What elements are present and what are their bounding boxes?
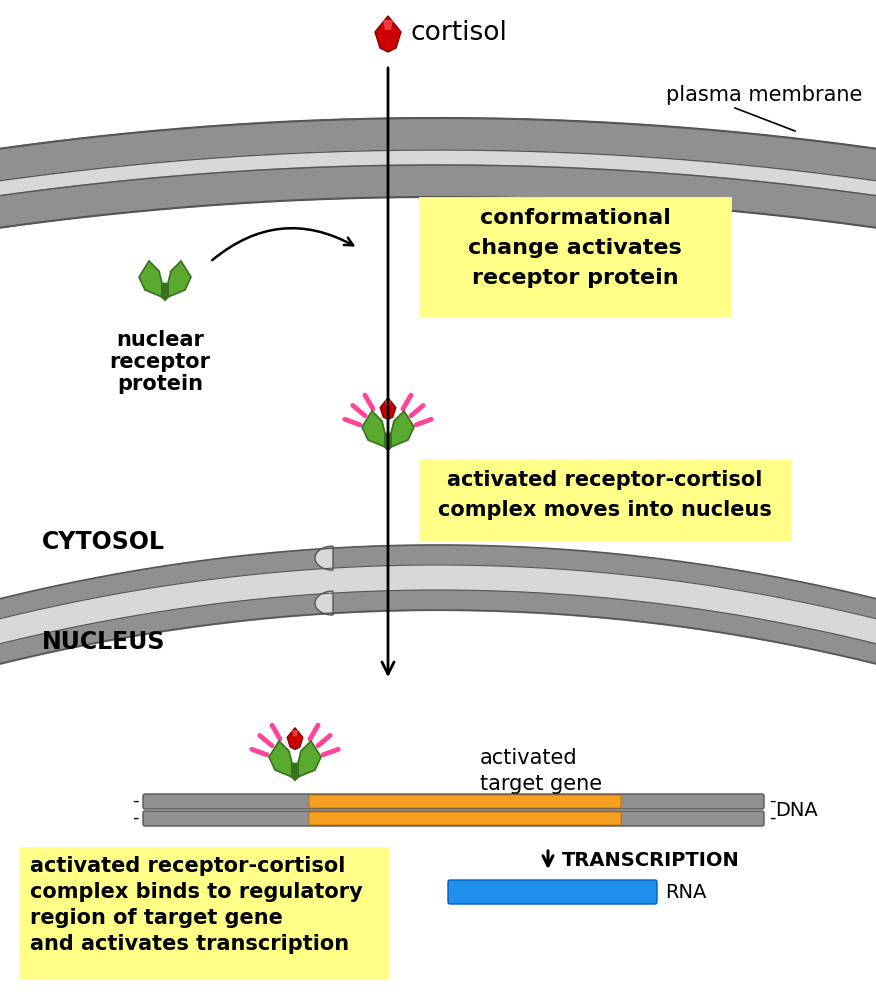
Polygon shape: [287, 728, 303, 749]
Text: activated receptor-cortisol: activated receptor-cortisol: [30, 856, 345, 876]
Text: -: -: [131, 792, 138, 810]
Text: conformational: conformational: [479, 208, 670, 228]
Text: activated receptor-cortisol: activated receptor-cortisol: [448, 470, 763, 490]
Text: NUCLEUS: NUCLEUS: [42, 630, 166, 654]
Text: plasma membrane: plasma membrane: [666, 85, 862, 105]
Text: receptor protein: receptor protein: [471, 268, 678, 288]
Text: -: -: [769, 792, 775, 810]
Polygon shape: [384, 433, 392, 451]
Polygon shape: [291, 763, 299, 781]
Polygon shape: [315, 591, 333, 615]
FancyBboxPatch shape: [143, 794, 764, 809]
Text: DNA: DNA: [775, 800, 818, 820]
Text: nuclear: nuclear: [116, 330, 204, 350]
Polygon shape: [315, 546, 333, 570]
Text: TRANSCRIPTION: TRANSCRIPTION: [562, 850, 739, 869]
FancyBboxPatch shape: [309, 812, 621, 825]
FancyBboxPatch shape: [420, 460, 790, 540]
Text: region of target gene: region of target gene: [30, 908, 283, 928]
Polygon shape: [292, 730, 298, 736]
Polygon shape: [298, 741, 321, 777]
FancyBboxPatch shape: [448, 880, 657, 904]
Text: complex binds to regulatory: complex binds to regulatory: [30, 882, 363, 902]
Text: and activates transcription: and activates transcription: [30, 934, 350, 954]
Polygon shape: [385, 400, 391, 406]
Polygon shape: [380, 398, 396, 419]
Polygon shape: [362, 411, 385, 447]
Text: complex moves into nucleus: complex moves into nucleus: [438, 500, 772, 520]
Text: protein: protein: [117, 374, 203, 394]
FancyBboxPatch shape: [20, 848, 388, 978]
Text: change activates: change activates: [468, 238, 682, 258]
Text: activated: activated: [480, 748, 577, 768]
Polygon shape: [168, 261, 191, 297]
Text: target gene: target gene: [480, 774, 602, 794]
Polygon shape: [139, 261, 162, 297]
Text: receptor: receptor: [110, 352, 210, 372]
FancyBboxPatch shape: [420, 198, 730, 316]
Polygon shape: [391, 411, 414, 447]
Text: cortisol: cortisol: [410, 20, 507, 46]
FancyBboxPatch shape: [309, 795, 621, 808]
Polygon shape: [161, 283, 169, 301]
Text: RNA: RNA: [665, 882, 706, 902]
Text: -: -: [769, 809, 775, 827]
FancyBboxPatch shape: [143, 811, 764, 826]
Text: CYTOSOL: CYTOSOL: [42, 530, 165, 554]
Polygon shape: [383, 20, 393, 30]
Polygon shape: [269, 741, 292, 777]
Polygon shape: [375, 16, 401, 52]
Text: -: -: [131, 809, 138, 827]
